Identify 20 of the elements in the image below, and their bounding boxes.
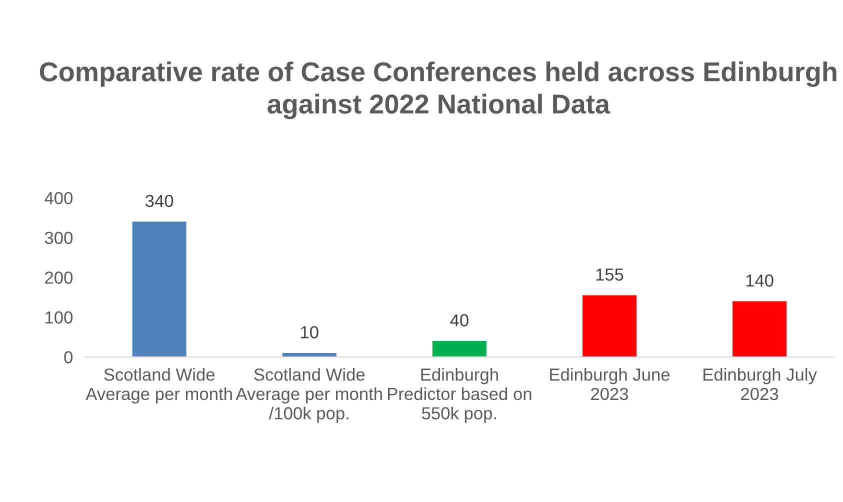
- data-label: 155: [596, 268, 624, 281]
- x-tick-label: Edinburgh Predictor based on 550k pop.: [388, 368, 532, 423]
- y-tick-label: 200: [45, 272, 73, 284]
- x-tick-label: Edinburgh June 2023: [550, 368, 670, 400]
- bar: [732, 301, 787, 357]
- x-tick-label: Scotland Wide Average per month /100k pop.: [236, 368, 382, 423]
- y-tick-label: 400: [44, 192, 73, 204]
- data-label: 340: [146, 194, 174, 208]
- data-label: 140: [746, 274, 774, 287]
- y-tick-label: 100: [46, 311, 73, 324]
- bar: [582, 295, 636, 357]
- data-label: 10: [301, 326, 318, 338]
- bar: [432, 341, 486, 357]
- bar: [132, 222, 186, 357]
- data-label: 40: [450, 314, 468, 326]
- y-tick-label: 0: [64, 351, 73, 364]
- x-tick-label: Scotland Wide Average per month: [86, 368, 232, 404]
- chart-title: Comparative rate of Case Conferences held across Edinburgh against 2022 National Data: [40, 62, 836, 120]
- x-tick-label: Edinburgh July 2023: [704, 368, 817, 400]
- y-tick-label: 300: [44, 232, 73, 244]
